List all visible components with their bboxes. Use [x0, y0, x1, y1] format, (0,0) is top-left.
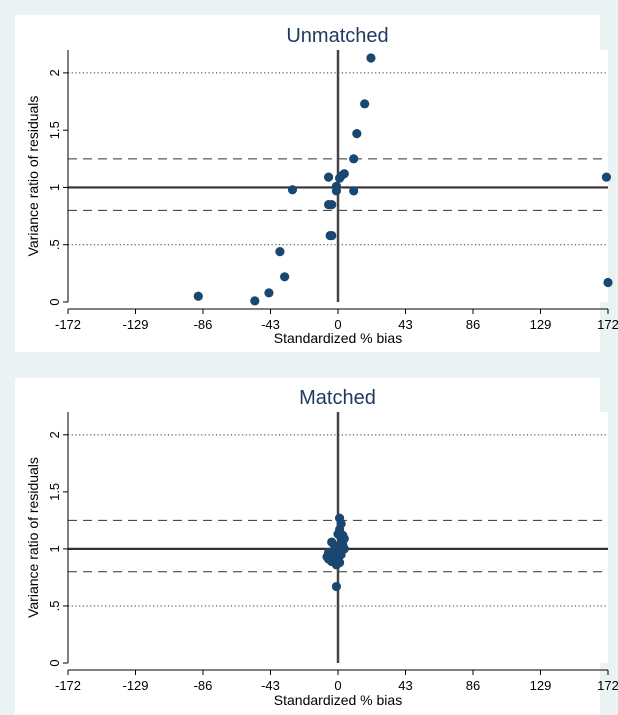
x-tick-label: -43 — [261, 317, 280, 332]
chart-panel-matched: Matched 0 .5 1 1.5 2 -172 -129 -86 -43 0 43 86 129 172… — [15, 378, 618, 715]
x-tick-label: -172 — [55, 678, 81, 693]
data-point — [264, 288, 274, 298]
data-point — [352, 129, 362, 139]
data-point — [334, 173, 345, 183]
x-tick-label: -172 — [55, 317, 81, 332]
x-tick-label: -86 — [194, 317, 213, 332]
x-tick-label: 43 — [398, 678, 412, 693]
data-point — [323, 172, 334, 182]
data-point — [327, 230, 337, 241]
x-tick-label: 172 — [597, 678, 618, 693]
data-point — [360, 99, 370, 109]
data-point — [601, 172, 612, 182]
y-tick-label: 1 — [47, 184, 62, 191]
chart-title: Unmatched — [286, 25, 388, 47]
y-tick-label: 1 — [47, 545, 62, 552]
data-point — [366, 53, 376, 63]
x-tick-label: 172 — [597, 317, 618, 332]
data-point — [331, 186, 342, 196]
x-tick-label: 0 — [334, 317, 341, 332]
x-tick-label: 0 — [334, 678, 341, 693]
data-point — [323, 200, 334, 210]
data-point — [280, 272, 290, 282]
data-point — [331, 581, 342, 592]
x-tick-label: -129 — [122, 678, 148, 693]
x-tick-label: 86 — [466, 317, 480, 332]
x-tick-label: -86 — [194, 678, 213, 693]
chart-panel-unmatched: Unmatched 0 .5 1 1.5 2 -172 -129 -86 -43 0 43 86 129 1… — [15, 15, 618, 352]
data-point — [603, 277, 613, 288]
y-tick-label: 2 — [47, 431, 62, 438]
y-tick-label: .5 — [47, 239, 62, 250]
y-tick-label: 1.5 — [47, 483, 62, 501]
data-point — [193, 291, 203, 301]
data-point — [287, 185, 298, 195]
data-point — [275, 247, 285, 257]
y-tick-label: .5 — [47, 601, 62, 612]
x-tick-label: -129 — [122, 317, 148, 332]
data-point — [331, 560, 342, 570]
data-point — [349, 186, 359, 196]
x-tick-label: 86 — [466, 678, 480, 693]
y-tick-label: 0 — [47, 659, 62, 666]
y-tick-label: 1.5 — [47, 121, 62, 139]
data-point — [349, 154, 359, 164]
y-axis-label: Variance ratio of residuals — [25, 96, 41, 257]
x-axis-label: Standardized % bias — [274, 692, 402, 708]
x-tick-label: 129 — [530, 317, 552, 332]
chart-title: Matched — [299, 387, 376, 409]
data-point — [250, 296, 260, 306]
y-axis-label: Variance ratio of residuals — [25, 457, 41, 618]
y-tick-label: 2 — [47, 69, 62, 76]
x-tick-label: 129 — [530, 678, 552, 693]
x-tick-label: -43 — [261, 678, 280, 693]
x-axis-label: Standardized % bias — [274, 330, 402, 346]
x-tick-label: 43 — [398, 317, 412, 332]
y-tick-label: 0 — [47, 298, 62, 305]
